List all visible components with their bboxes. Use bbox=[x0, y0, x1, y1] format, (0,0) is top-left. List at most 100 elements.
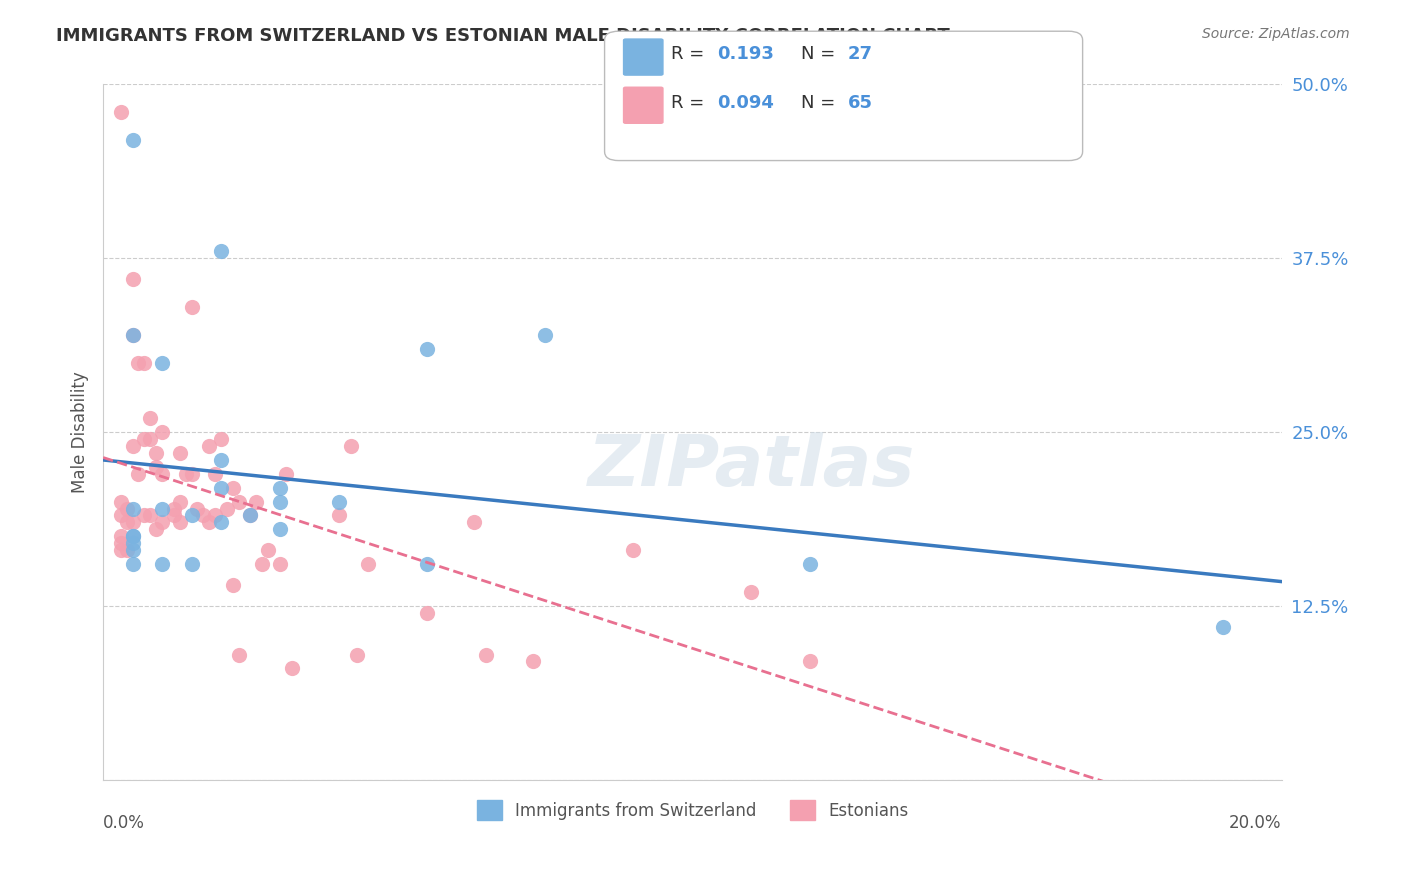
Point bbox=[204, 467, 226, 481]
Point bbox=[180, 508, 202, 523]
Point bbox=[269, 522, 291, 536]
Point bbox=[139, 508, 162, 523]
Point bbox=[623, 543, 645, 558]
Point bbox=[121, 557, 143, 571]
Point bbox=[416, 606, 439, 620]
Point bbox=[274, 467, 297, 481]
Point bbox=[115, 543, 138, 558]
Point bbox=[180, 467, 202, 481]
Point bbox=[1212, 620, 1234, 634]
Point bbox=[121, 529, 143, 543]
Point bbox=[121, 529, 143, 543]
Point bbox=[110, 536, 132, 550]
Point bbox=[740, 585, 762, 599]
Point bbox=[145, 522, 167, 536]
Y-axis label: Male Disability: Male Disability bbox=[72, 371, 89, 493]
Text: R =: R = bbox=[671, 94, 710, 112]
Point bbox=[209, 481, 232, 495]
Point bbox=[416, 342, 439, 356]
Point bbox=[134, 355, 156, 369]
Point bbox=[534, 327, 557, 342]
Point bbox=[134, 508, 156, 523]
Point bbox=[110, 543, 132, 558]
Text: 27: 27 bbox=[848, 45, 873, 63]
Point bbox=[169, 446, 191, 460]
Legend: Immigrants from Switzerland, Estonians: Immigrants from Switzerland, Estonians bbox=[470, 793, 915, 827]
Point bbox=[239, 508, 262, 523]
Point bbox=[228, 494, 250, 508]
Point bbox=[121, 516, 143, 530]
Point bbox=[209, 453, 232, 467]
Point bbox=[193, 508, 215, 523]
Point bbox=[121, 327, 143, 342]
Point bbox=[121, 272, 143, 286]
Point bbox=[252, 557, 274, 571]
Point bbox=[110, 508, 132, 523]
Point bbox=[115, 516, 138, 530]
Point bbox=[475, 648, 498, 662]
Point bbox=[522, 655, 544, 669]
Point bbox=[257, 543, 280, 558]
Point bbox=[346, 648, 368, 662]
Text: 0.094: 0.094 bbox=[717, 94, 773, 112]
Point bbox=[209, 516, 232, 530]
Point bbox=[180, 300, 202, 314]
Text: Source: ZipAtlas.com: Source: ZipAtlas.com bbox=[1202, 27, 1350, 41]
Point bbox=[209, 432, 232, 446]
Text: 20.0%: 20.0% bbox=[1229, 814, 1282, 832]
Point bbox=[110, 494, 132, 508]
Point bbox=[416, 557, 439, 571]
Point bbox=[169, 494, 191, 508]
Point bbox=[121, 536, 143, 550]
Point bbox=[222, 578, 245, 592]
Point bbox=[169, 516, 191, 530]
Point bbox=[180, 557, 202, 571]
Point bbox=[222, 481, 245, 495]
Point bbox=[198, 516, 221, 530]
Point bbox=[121, 543, 143, 558]
Point bbox=[145, 459, 167, 474]
Text: IMMIGRANTS FROM SWITZERLAND VS ESTONIAN MALE DISABILITY CORRELATION CHART: IMMIGRANTS FROM SWITZERLAND VS ESTONIAN … bbox=[56, 27, 950, 45]
Point bbox=[139, 432, 162, 446]
Point bbox=[150, 425, 173, 439]
Text: N =: N = bbox=[801, 94, 841, 112]
Point bbox=[121, 327, 143, 342]
Point bbox=[799, 557, 821, 571]
Point bbox=[215, 501, 238, 516]
Point bbox=[121, 133, 143, 147]
Point bbox=[198, 439, 221, 453]
Point bbox=[269, 557, 291, 571]
Point bbox=[463, 516, 485, 530]
Point bbox=[269, 494, 291, 508]
Point bbox=[174, 467, 197, 481]
Point bbox=[150, 501, 173, 516]
Text: ZIPatlas: ZIPatlas bbox=[588, 433, 915, 501]
Point bbox=[150, 557, 173, 571]
Point bbox=[228, 648, 250, 662]
Point bbox=[204, 508, 226, 523]
Point bbox=[280, 661, 302, 675]
Text: 0.193: 0.193 bbox=[717, 45, 773, 63]
Point bbox=[209, 244, 232, 259]
Point bbox=[127, 355, 149, 369]
Point bbox=[163, 501, 186, 516]
Text: R =: R = bbox=[671, 45, 710, 63]
Point bbox=[139, 411, 162, 425]
Point bbox=[799, 655, 821, 669]
Point bbox=[163, 508, 186, 523]
Point bbox=[134, 432, 156, 446]
Point bbox=[269, 481, 291, 495]
Point bbox=[110, 529, 132, 543]
Point bbox=[150, 467, 173, 481]
Point bbox=[150, 516, 173, 530]
Point bbox=[145, 446, 167, 460]
Point bbox=[121, 439, 143, 453]
Point bbox=[115, 501, 138, 516]
Point bbox=[328, 494, 350, 508]
Text: 65: 65 bbox=[848, 94, 873, 112]
Point bbox=[121, 501, 143, 516]
Point bbox=[127, 467, 149, 481]
Point bbox=[328, 508, 350, 523]
Text: 0.0%: 0.0% bbox=[103, 814, 145, 832]
Point bbox=[245, 494, 267, 508]
